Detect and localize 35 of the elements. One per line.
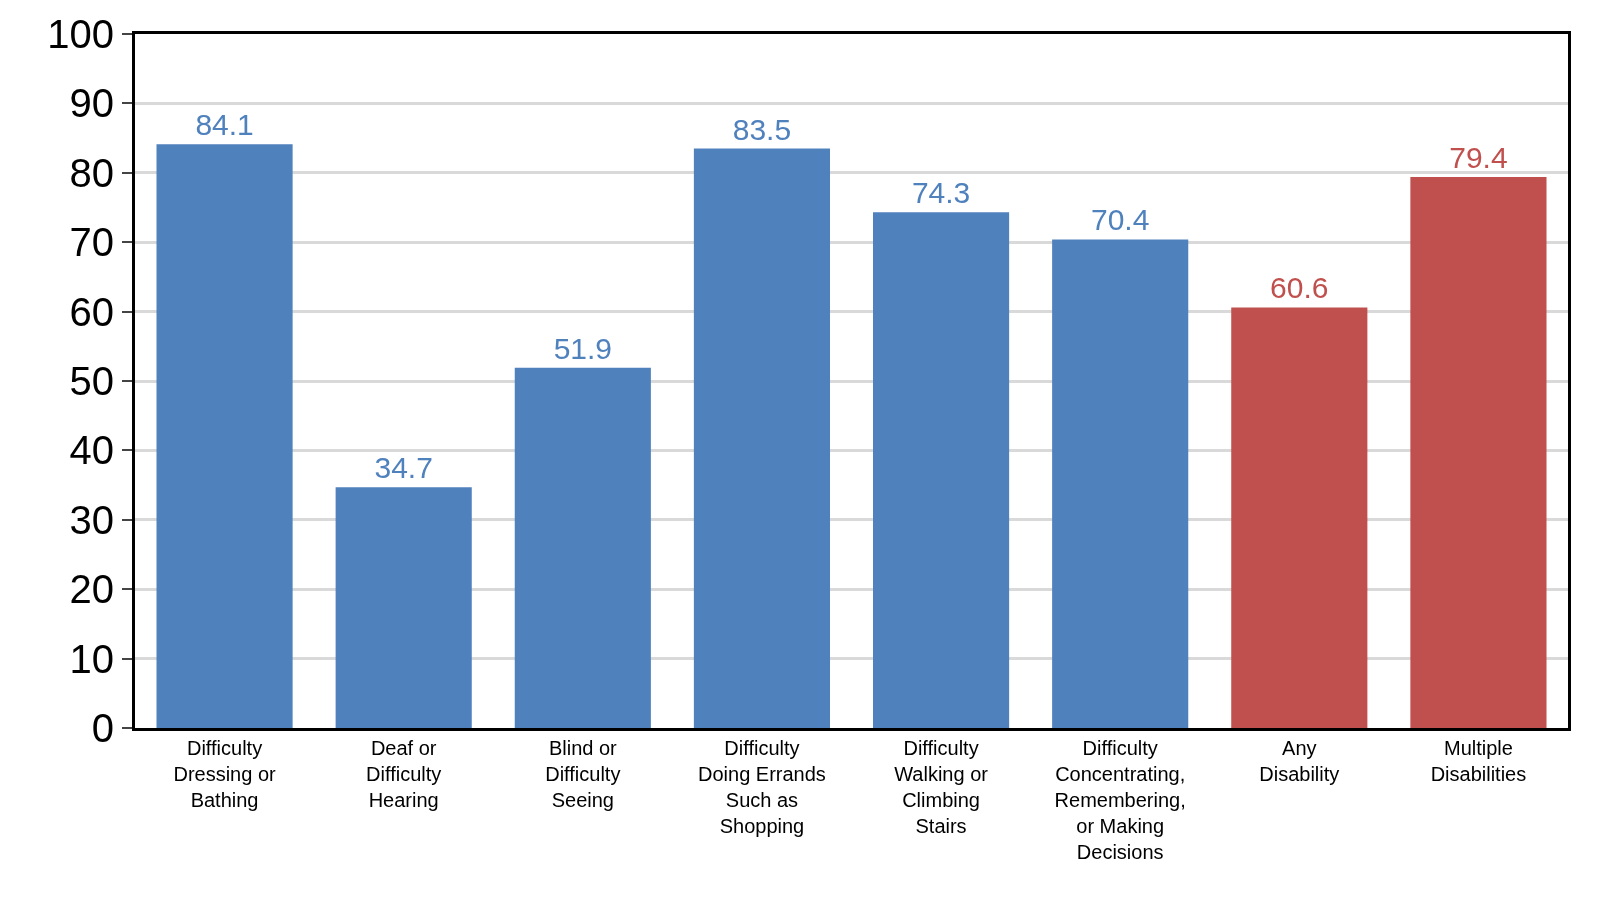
bar (1052, 239, 1189, 728)
y-tick-label: 100 (47, 12, 114, 56)
data-label: 84.1 (195, 108, 254, 142)
data-label: 70.4 (1090, 203, 1150, 237)
data-label: 60.6 (1270, 271, 1329, 305)
y-tick-label: 70 (69, 220, 114, 265)
y-tick-label: 10 (69, 636, 114, 681)
x-tick-label: Blind or Difficulty Seeing (545, 737, 621, 811)
y-tick-label: 40 (69, 428, 114, 473)
y-tick-label: 0 (91, 706, 114, 750)
y-tick-label: 60 (69, 289, 114, 334)
bar (693, 148, 831, 728)
x-tick-label: Any Disability (1259, 737, 1340, 785)
data-label: 34.7 (374, 451, 433, 485)
bar (1231, 307, 1368, 728)
y-tick-label: 80 (69, 150, 114, 195)
bar (514, 367, 651, 728)
data-label: 83.5 (732, 112, 792, 146)
bar (873, 212, 1010, 728)
data-label: 79.4 (1449, 140, 1508, 174)
data-label: 74.3 (911, 176, 971, 210)
bar (156, 144, 293, 728)
data-label: 51.9 (553, 331, 613, 365)
x-tick-label: Multiple Disabilities (1430, 737, 1527, 785)
bar (335, 487, 472, 728)
x-tick-label: Difficulty Concentrating, Remembering, or Making Decisions (1054, 737, 1186, 863)
y-tick-label: 30 (69, 497, 114, 542)
x-tick-label: Difficulty Walking or Climbing Stairs (894, 737, 989, 837)
x-tick-label: Difficulty Dressing or Bathing (173, 737, 277, 811)
y-tick-label: 50 (69, 359, 114, 403)
bar (1410, 176, 1547, 728)
x-tick-label: Deaf or Difficulty Hearing (366, 737, 442, 811)
x-tick-label: Difficulty Doing Errands Such as Shopping (698, 737, 826, 837)
y-tick-label: 20 (69, 567, 114, 612)
y-tick-label: 90 (69, 81, 114, 126)
